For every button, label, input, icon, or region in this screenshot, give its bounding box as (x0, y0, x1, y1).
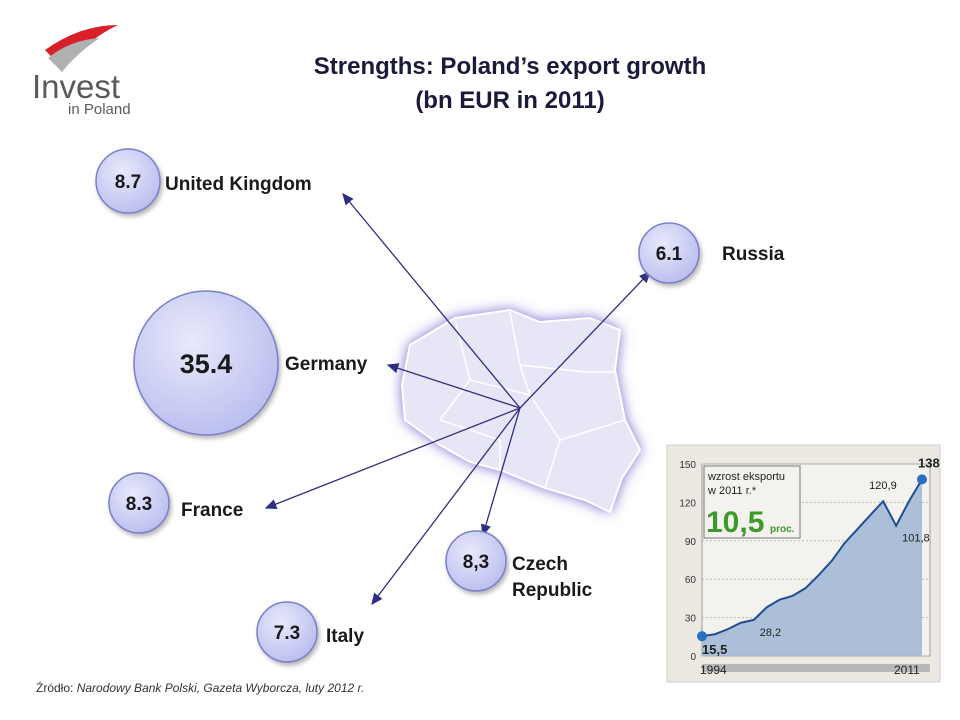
x-bar (702, 664, 930, 672)
source-text: Narodowy Bank Polski, Gazeta Wyborcza, l… (77, 681, 365, 695)
arrows (264, 192, 651, 606)
y-tick-label: 0 (690, 652, 696, 663)
arrow (371, 407, 521, 606)
logo-text: Invest (32, 68, 120, 105)
point-label: 28,2 (760, 627, 781, 639)
bubble (95, 148, 161, 214)
arrow (386, 363, 521, 409)
country-label: Germany (285, 354, 368, 375)
bubble (108, 472, 170, 534)
country-label: France (181, 500, 243, 521)
bubble (133, 290, 279, 436)
bubble-value: 8.3 (126, 494, 152, 515)
x-label: 1994 (700, 663, 727, 677)
end-point (697, 631, 707, 642)
bubble-texts: 8.7 United Kingdom 6.1 Russia 35.4 Germa… (115, 172, 785, 647)
source-prefix: Źródło: (36, 680, 73, 695)
point-label: 101,8 (902, 533, 930, 545)
title: (bn EUR in 2011) (415, 87, 604, 114)
note-box (703, 465, 801, 539)
arrow (480, 407, 521, 537)
source: Źródło: Narodowy Bank Polski, Gazeta Wyb… (36, 680, 364, 695)
arrow (342, 192, 521, 409)
y-tick-label: 120 (679, 498, 696, 509)
area (702, 479, 922, 656)
bubble-value: 8.7 (115, 172, 141, 193)
bubble-value: 6.1 (656, 244, 683, 265)
y-tick-label: 150 (679, 460, 696, 471)
point-label: 120,9 (869, 480, 897, 492)
arrow (264, 407, 521, 510)
country-label-line: Republic (512, 580, 593, 601)
line (701, 478, 923, 638)
logo: Invest in Poland (32, 25, 131, 118)
growth: 10,5 (706, 506, 764, 539)
bubbles (95, 148, 700, 663)
country-label: Czech Republic (512, 554, 593, 601)
y-tick-label: 90 (685, 537, 697, 548)
note: wzrost eksportu (707, 471, 785, 483)
bubble-value: 8,3 (463, 552, 489, 573)
end-point (917, 474, 927, 485)
title: Strengths: Poland’s export growth (314, 53, 706, 80)
bubble (256, 601, 318, 663)
logo-text: in Poland (68, 101, 131, 118)
x-label: 2011 (894, 663, 920, 677)
bubble (445, 530, 507, 592)
bubble (638, 222, 700, 284)
country-label: Italy (326, 626, 364, 647)
y-tick-label: 60 (685, 575, 697, 586)
country-label: United Kingdom (165, 174, 312, 195)
inset-chart: 0 30 60 90 120 150 15,5 28,2 120,9 101,8 138 wzrost… (666, 444, 941, 683)
country-label: Russia (722, 244, 785, 265)
y-tick-label: 30 (685, 614, 697, 625)
map (400, 308, 642, 514)
growth-unit: proc. (770, 524, 795, 535)
country-label-line: Czech (512, 554, 568, 575)
arrow (519, 271, 651, 409)
bubble-value: 7.3 (274, 623, 300, 644)
point-label: 15,5 (702, 642, 727, 657)
note: w 2011 r.* (707, 485, 757, 497)
bubble-value: 35.4 (180, 349, 233, 379)
point-label: 138 (918, 455, 940, 470)
